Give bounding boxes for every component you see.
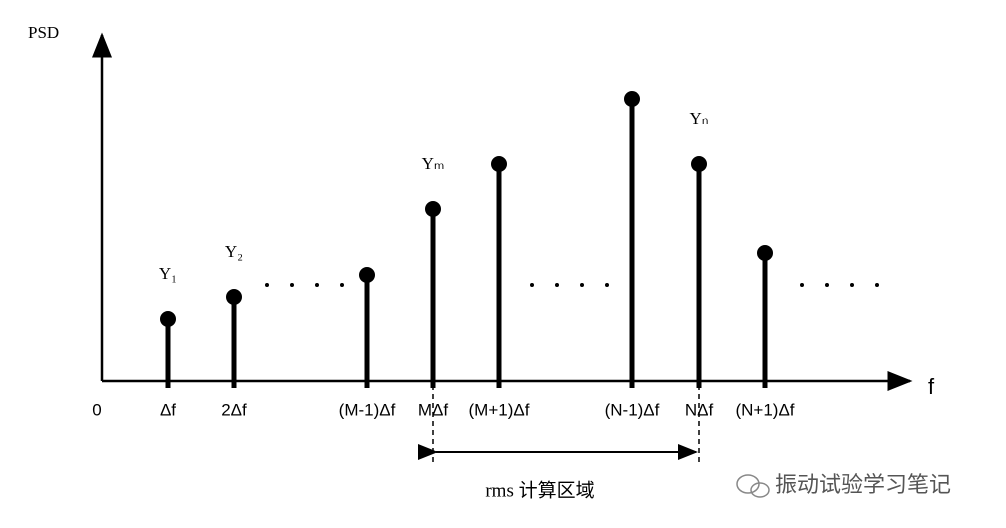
x-tick-label: (N+1)Δf [735, 400, 794, 419]
y-axis-label: PSD [28, 23, 59, 42]
stem-label: Y₂ [225, 242, 243, 261]
stem-head [359, 267, 375, 283]
x-tick-label: MΔf [418, 400, 449, 419]
stem-label: Yₘ [422, 154, 445, 173]
x-tick-label: 2Δf [221, 400, 247, 419]
watermark-icon [736, 474, 770, 498]
x-tick-label: (N-1)Δf [605, 400, 660, 419]
stem-head [757, 245, 773, 261]
stem-head [425, 201, 441, 217]
watermark: 振动试验学习笔记 [775, 473, 951, 498]
stem-head [691, 156, 707, 172]
x-tick-label: NΔf [685, 400, 714, 419]
stem-head [226, 289, 242, 305]
x-tick-label: Δf [160, 400, 176, 419]
stem-label: Yₙ [689, 109, 708, 128]
stem-label: Y₁ [159, 264, 177, 283]
stem-head [160, 311, 176, 327]
stem-head [624, 91, 640, 107]
x-axis-label: f [928, 374, 935, 399]
origin-label: 0 [92, 400, 101, 419]
range-label: rms 计算区域 [485, 479, 594, 501]
ellipsis [265, 283, 879, 287]
x-tick-label: (M+1)Δf [469, 400, 530, 419]
x-tick-label: (M-1)Δf [339, 400, 396, 419]
stem-head [491, 156, 507, 172]
